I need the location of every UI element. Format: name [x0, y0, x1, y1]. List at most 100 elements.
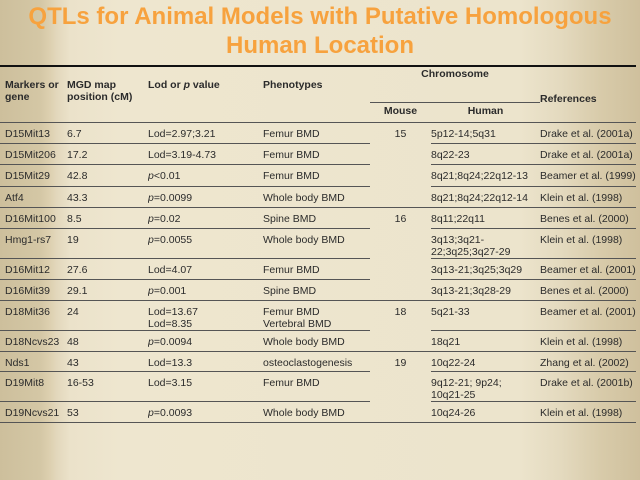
cell-mouse: 19 — [370, 350, 431, 371]
table-row: D15Mit206 17.2 Lod=3.19-4.73 Femur BMD 8q22-… — [0, 142, 636, 164]
header-lod-p: p — [183, 79, 190, 91]
cell-phenotype: Femur BMD — [263, 370, 370, 401]
cell-reference: Drake et al. (2001b) — [540, 370, 636, 401]
table-row: D18Mit36 24 Lod=13.67 Lod=8.35 Femur BMD Ve… — [0, 299, 636, 330]
cell-reference: Klein et al. (1998) — [540, 329, 636, 351]
cell-marker: Nds1 — [0, 350, 67, 371]
cell-marker: Atf4 — [0, 185, 67, 207]
table-row: D19Ncvs21 53 p=0.0093 Whole body BMD 10q24-2… — [0, 400, 636, 423]
cell-human: 10q24-26 — [431, 400, 540, 423]
cell-phenotype: Femur BMD — [263, 121, 370, 143]
cell-mouse — [370, 143, 431, 164]
cell-mgd: 29.1 — [67, 278, 148, 300]
cell-lod: p=0.001 — [148, 278, 263, 300]
slide-title: QTLs for Animal Models with Putative Hom… — [28, 3, 612, 59]
cell-mgd: 17.2 — [67, 142, 148, 164]
cell-human: 18q21 — [431, 329, 540, 351]
cell-lod: p<0.01 — [148, 163, 263, 186]
header-chromosome: Chromosome — [370, 66, 540, 103]
table-row: Atf4 43.3 p=0.0099 Whole body BMD 8q21;8q24;… — [0, 185, 636, 207]
cell-reference: Drake et al. (2001a) — [540, 142, 636, 164]
p-symbol: p — [148, 406, 154, 419]
table-row: D18Ncvs23 48 p=0.0094 Whole body BMD 18q21 Kl… — [0, 329, 636, 351]
cell-reference: Benes et al. (2000) — [540, 278, 636, 300]
cell-phenotype: Whole body BMD — [263, 185, 370, 207]
cell-marker: D15Mit29 — [0, 163, 67, 186]
cell-human: 5p12-14;5q31 — [431, 121, 540, 143]
cell-phenotype: Whole body BMD — [263, 329, 370, 351]
header-row: Markers or gene MGD map position (cM) Lo… — [0, 66, 636, 105]
cell-marker: D15Mit206 — [0, 142, 67, 164]
qtl-table: Markers or gene MGD map position (cM) Lo… — [0, 65, 636, 423]
header-mgd: MGD map position (cM) — [67, 79, 133, 103]
cell-mgd: 19 — [67, 227, 148, 258]
cell-mouse — [370, 401, 431, 423]
p-symbol: p — [148, 233, 154, 246]
lod-value: =0.0055 — [153, 233, 193, 246]
cell-phenotype: Whole body BMD — [263, 400, 370, 423]
cell-lod: Lod=2.97;3.21 — [148, 121, 263, 143]
cell-human: 8q21;8q24;22q12-14 — [431, 185, 540, 207]
lod-value: =0.0093 — [153, 406, 193, 419]
cell-lod: p=0.0099 — [148, 185, 263, 207]
cell-human: 9q12-21; 9p24; 10q21-25 — [431, 370, 540, 401]
cell-human: 8q21;8q24;22q12-13 — [431, 163, 540, 186]
table-row: D19Mit8 16-53 Lod=3.15 Femur BMD 9q12-21; 9p… — [0, 370, 636, 401]
lod-value: =0.001 — [153, 284, 187, 297]
cell-marker: D16Mit12 — [0, 257, 67, 279]
cell-mouse — [370, 330, 431, 351]
lod-value: =0.02 — [153, 212, 181, 225]
p-symbol: p — [148, 335, 154, 348]
p-symbol: p — [148, 169, 154, 182]
cell-mouse — [370, 371, 431, 401]
table-row: Hmg1-rs7 19 p=0.0055 Whole body BMD 3q13;3q2… — [0, 227, 636, 258]
cell-mgd: 53 — [67, 400, 148, 423]
cell-mgd: 6.7 — [67, 121, 148, 143]
cell-mouse: 18 — [370, 299, 431, 330]
lod-value: <0.01 — [153, 169, 181, 182]
cell-mgd: 43.3 — [67, 185, 148, 207]
cell-lod: p=0.02 — [148, 206, 263, 228]
cell-marker: D15Mit13 — [0, 121, 67, 143]
cell-mouse — [370, 279, 431, 300]
cell-phenotype: Femur BMD — [263, 163, 370, 186]
header-subrow: Mouse Human — [0, 102, 636, 122]
cell-reference: Klein et al. (1998) — [540, 185, 636, 207]
lod-value: =0.0099 — [153, 191, 193, 204]
cell-lod: Lod=13.3 — [148, 350, 263, 371]
cell-marker: D16Mit39 — [0, 278, 67, 300]
cell-human: 8q22-23 — [431, 142, 540, 164]
cell-human: 3q13-21;3q25;3q29 — [431, 257, 540, 279]
header-references: References — [540, 93, 597, 105]
p-symbol: p — [148, 191, 154, 204]
table-row: D15Mit13 6.7 Lod=2.97;3.21 Femur BMD 15 5p12-… — [0, 121, 636, 143]
cell-phenotype: Spine BMD — [263, 206, 370, 228]
cell-human: 3q13;3q21- 22;3q25;3q27-29 — [431, 227, 540, 258]
cell-lod: Lod=13.67 Lod=8.35 — [148, 299, 263, 330]
cell-mgd: 16-53 — [67, 370, 148, 401]
cell-reference: Beamer et al. (2001) — [540, 257, 636, 279]
table-body: D15Mit13 6.7 Lod=2.97;3.21 Femur BMD 15 5p12-… — [0, 121, 636, 423]
cell-phenotype: Spine BMD — [263, 278, 370, 300]
cell-human: 3q13-21;3q28-29 — [431, 278, 540, 300]
cell-mouse — [370, 164, 431, 186]
cell-marker: Hmg1-rs7 — [0, 227, 67, 258]
table-row: D16Mit39 29.1 p=0.001 Spine BMD 3q13-21;3q28… — [0, 278, 636, 300]
cell-marker: D19Ncvs21 — [0, 400, 67, 423]
cell-human: 5q21-33 — [431, 299, 540, 330]
cell-lod: Lod=4.07 — [148, 257, 263, 279]
cell-reference: Beamer et al. (2001) — [540, 299, 636, 330]
cell-mgd: 43 — [67, 350, 148, 371]
cell-reference: Benes et al. (2000) — [540, 206, 636, 228]
header-lod-value: value — [190, 79, 220, 91]
cell-lod: p=0.0055 — [148, 227, 263, 258]
cell-mgd: 24 — [67, 299, 148, 330]
p-symbol: p — [148, 284, 154, 297]
cell-mouse: 15 — [370, 121, 431, 143]
header-phenotypes: Phenotypes — [263, 79, 323, 91]
table-row: D15Mit29 42.8 p<0.01 Femur BMD 8q21;8q24;22q… — [0, 163, 636, 186]
cell-lod: Lod=3.15 — [148, 370, 263, 401]
header-lod: Lod or p value — [148, 66, 263, 122]
cell-mgd: 8.5 — [67, 206, 148, 228]
cell-mouse — [370, 186, 431, 207]
